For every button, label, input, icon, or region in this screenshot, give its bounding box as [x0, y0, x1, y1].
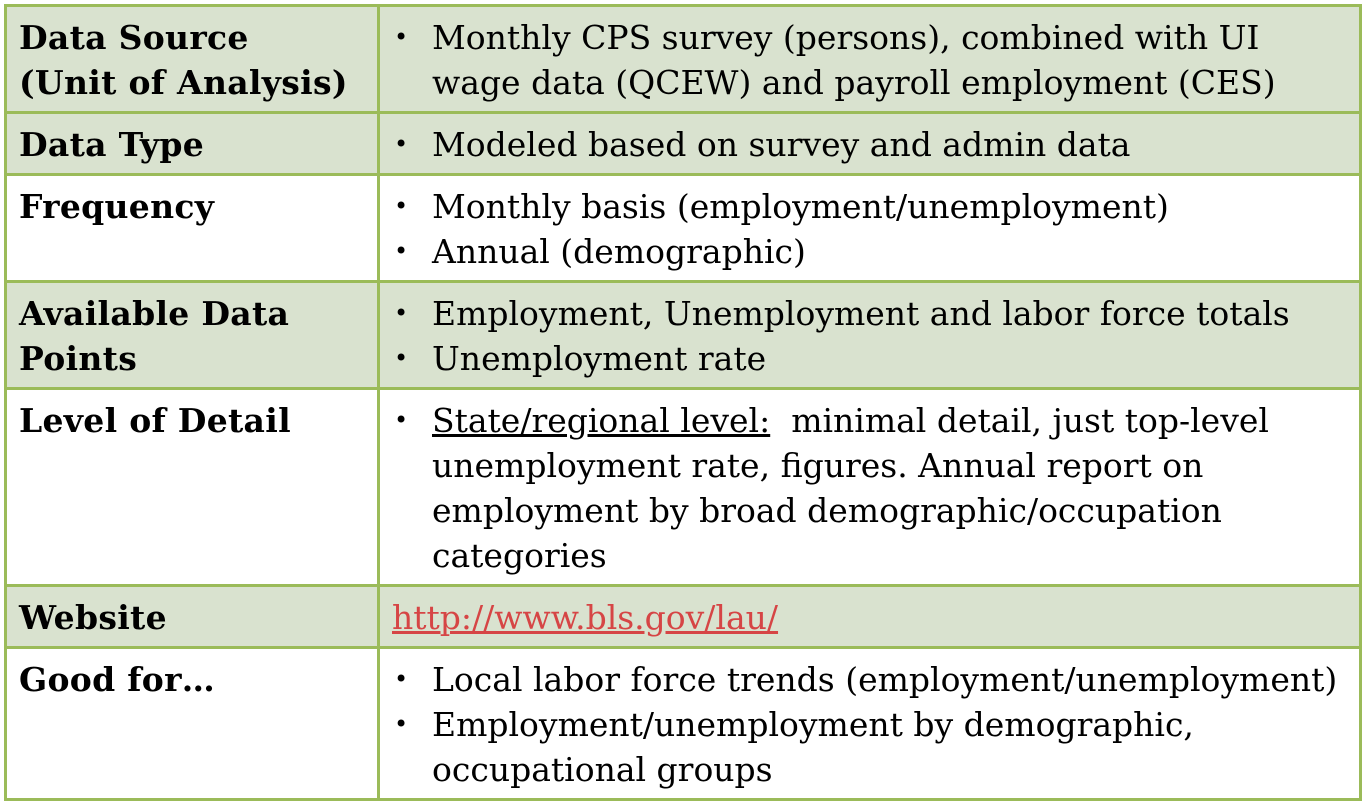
row-label-line: Points	[19, 339, 138, 378]
list-item: Employment/unemployment by demographic, …	[392, 702, 1347, 792]
row-label: Level of Detail	[4, 387, 380, 587]
row-label: Website	[4, 584, 380, 649]
detail-text: minimal detail, just top-level unemploym…	[432, 401, 1269, 575]
bullet-list: Employment, Unemployment and labor force…	[392, 291, 1347, 381]
row-label-line: (Unit of Analysis)	[19, 63, 348, 102]
bullet-list: Modeled based on survey and admin data	[392, 122, 1347, 167]
list-item: Local labor force trends (employment/une…	[392, 657, 1347, 702]
list-item: Monthly basis (employment/unemployment)	[392, 184, 1347, 229]
table-row-level-of-detail: Level of Detail State/regional level: mi…	[4, 387, 1362, 587]
row-label-line: Data Source	[19, 18, 249, 57]
row-value: Employment, Unemployment and labor force…	[377, 280, 1362, 390]
row-value: State/regional level: minimal detail, ju…	[377, 387, 1362, 587]
bullet-list: State/regional level: minimal detail, ju…	[392, 398, 1347, 578]
row-label-line: Available Data	[19, 294, 290, 333]
row-value: http://www.bls.gov/lau/	[377, 584, 1362, 649]
list-item: State/regional level: minimal detail, ju…	[392, 398, 1347, 578]
row-value: Local labor force trends (employment/une…	[377, 646, 1362, 801]
table-row-data-type: Data Type Modeled based on survey and ad…	[4, 111, 1362, 176]
list-item: Monthly CPS survey (persons), combined w…	[392, 15, 1347, 105]
list-item: Unemployment rate	[392, 336, 1347, 381]
website-link[interactable]: http://www.bls.gov/lau/	[392, 598, 779, 637]
row-label: Frequency	[4, 173, 380, 283]
table-row-website: Website http://www.bls.gov/lau/	[4, 584, 1362, 649]
list-item: Annual (demographic)	[392, 229, 1347, 274]
detail-lead: State/regional level:	[432, 401, 771, 440]
row-label: Data Source (Unit of Analysis)	[4, 4, 380, 114]
table-row-frequency: Frequency Monthly basis (employment/unem…	[4, 173, 1362, 283]
row-label: Available Data Points	[4, 280, 380, 390]
table-row-good-for: Good for… Local labor force trends (empl…	[4, 646, 1362, 801]
table-row-data-source: Data Source (Unit of Analysis) Monthly C…	[4, 4, 1362, 114]
row-label: Data Type	[4, 111, 380, 176]
bullet-list: Local labor force trends (employment/une…	[392, 657, 1347, 792]
bullet-list: Monthly basis (employment/unemployment) …	[392, 184, 1347, 274]
row-label: Good for…	[4, 646, 380, 801]
list-item: Employment, Unemployment and labor force…	[392, 291, 1347, 336]
row-value: Monthly CPS survey (persons), combined w…	[377, 4, 1362, 114]
row-value: Modeled based on survey and admin data	[377, 111, 1362, 176]
bullet-list: Monthly CPS survey (persons), combined w…	[392, 15, 1347, 105]
data-source-table: Data Source (Unit of Analysis) Monthly C…	[4, 4, 1362, 801]
list-item: Modeled based on survey and admin data	[392, 122, 1347, 167]
table-row-available-data-points: Available Data Points Employment, Unempl…	[4, 280, 1362, 390]
row-value: Monthly basis (employment/unemployment) …	[377, 173, 1362, 283]
